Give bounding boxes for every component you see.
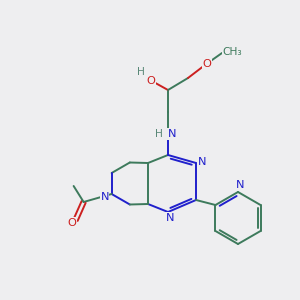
Text: N: N [198,157,206,167]
Text: O: O [202,59,211,69]
Text: N: N [100,192,109,202]
Text: O: O [67,218,76,228]
Text: H: H [155,129,163,139]
Text: N: N [236,180,244,190]
Text: N: N [166,213,174,223]
Text: CH₃: CH₃ [222,47,242,57]
Text: O: O [147,76,155,86]
Text: N: N [168,129,176,139]
Text: H: H [137,67,145,77]
